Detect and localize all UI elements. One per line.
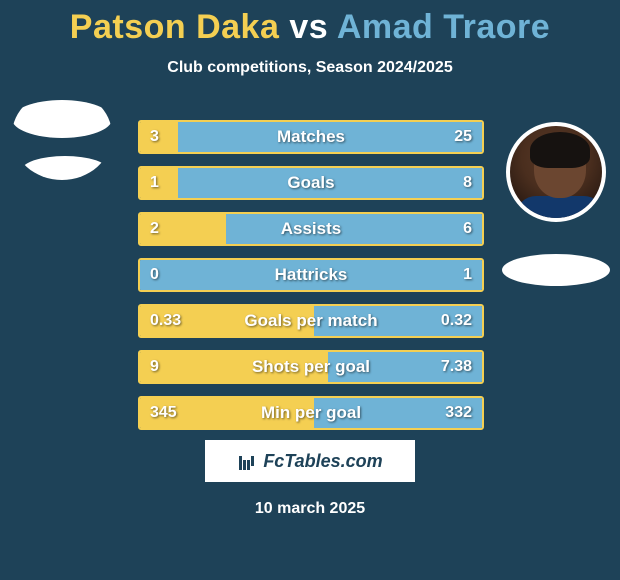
stat-label: Assists	[140, 214, 482, 244]
avatar-hair	[530, 132, 590, 168]
placeholder-ellipse	[12, 100, 112, 138]
stat-label: Goals per match	[140, 306, 482, 336]
vs-label: vs	[289, 8, 328, 46]
stat-row: 26Assists	[138, 212, 484, 246]
stat-row: 345332Min per goal	[138, 396, 484, 430]
player2-avatar	[506, 122, 606, 222]
placeholder-ellipse	[22, 156, 108, 180]
stat-label: Min per goal	[140, 398, 482, 428]
stat-label: Hattricks	[140, 260, 482, 290]
stat-rows: 325Matches 18Goals 26Assists 01Hattricks 0.3…	[138, 120, 484, 442]
comparison-title: Patson Daka vs Amad Traore	[0, 0, 620, 47]
stat-row: 325Matches	[138, 120, 484, 154]
subtitle: Club competitions, Season 2024/2025	[0, 59, 620, 77]
stat-label: Goals	[140, 168, 482, 198]
player2-club-badge	[502, 254, 610, 286]
stat-row: 0.330.32Goals per match	[138, 304, 484, 338]
stat-row: 18Goals	[138, 166, 484, 200]
avatar-shirt	[516, 196, 604, 222]
date-label: 10 march 2025	[0, 500, 620, 518]
stat-label: Shots per goal	[140, 352, 482, 382]
stat-label: Matches	[140, 122, 482, 152]
stat-row: 01Hattricks	[138, 258, 484, 292]
source-label: FcTables.com	[263, 451, 382, 472]
player2-name: Amad Traore	[337, 8, 550, 46]
player1-name: Patson Daka	[70, 8, 280, 46]
player1-avatar	[12, 90, 112, 180]
source-badge: FcTables.com	[205, 440, 415, 482]
fctables-logo-icon	[237, 450, 259, 472]
stat-row: 97.38Shots per goal	[138, 350, 484, 384]
